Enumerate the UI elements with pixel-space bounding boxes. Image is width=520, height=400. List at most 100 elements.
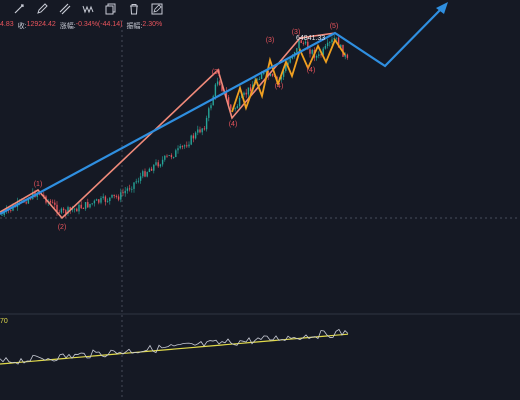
pen-line-icon — [14, 4, 24, 14]
candle-body — [318, 54, 320, 56]
candle-body — [91, 203, 93, 205]
candle-body — [62, 208, 65, 211]
candle-body — [80, 204, 82, 209]
edit-tool-button[interactable] — [150, 2, 164, 16]
candle-body — [186, 145, 188, 147]
wave-tool-button[interactable] — [81, 2, 95, 16]
candle-body — [201, 128, 203, 133]
candle-body — [179, 146, 181, 149]
candle-body — [172, 157, 175, 158]
candle-body — [135, 181, 137, 183]
candle-body — [247, 87, 250, 95]
candle-body — [87, 202, 89, 208]
oscillator-signal-line — [0, 333, 349, 365]
pencil-icon — [37, 3, 48, 14]
candle-body — [320, 54, 322, 56]
wave-icon — [82, 5, 94, 14]
candle-body — [1, 214, 3, 216]
candle-body — [164, 155, 166, 160]
delete-tool-button[interactable] — [127, 2, 141, 16]
candle-body — [67, 207, 69, 214]
candle-body — [300, 40, 302, 43]
candle-body — [322, 48, 324, 56]
candle-body — [100, 197, 102, 203]
candle-body — [340, 44, 342, 48]
candle-body — [296, 48, 298, 53]
candle-body — [192, 135, 195, 139]
candle-body — [115, 195, 118, 197]
candle-body — [238, 97, 241, 107]
wave-label: (1) — [34, 181, 43, 188]
candle-body — [188, 144, 190, 147]
candle-body — [333, 38, 335, 40]
candle-body — [69, 207, 71, 210]
candle-body — [10, 210, 12, 211]
candle-body — [212, 96, 214, 106]
change-value: -0.34%(-44.14) — [75, 21, 123, 28]
candle-body — [153, 164, 155, 171]
oscillator-line — [0, 328, 349, 365]
candle-body — [199, 129, 201, 133]
candle-body — [65, 210, 67, 214]
candle-body — [194, 132, 197, 139]
wave-label: (5) — [330, 23, 339, 30]
candle-body — [3, 211, 5, 215]
close-value: 12924.42 — [26, 21, 56, 28]
candle-body — [214, 84, 217, 97]
projection-arrowhead — [436, 2, 448, 14]
candle-body — [98, 199, 100, 203]
candle-body — [166, 155, 168, 157]
candle-body — [12, 205, 14, 211]
trendline-tool-button[interactable] — [12, 2, 26, 16]
close-label: 收: — [17, 23, 27, 30]
rectangle-tool-button[interactable] — [58, 2, 72, 16]
candle-body — [155, 162, 157, 165]
candle-body — [280, 76, 283, 80]
trash-icon — [130, 4, 138, 15]
candle-body — [219, 81, 221, 86]
candle-body — [142, 171, 144, 177]
candle-body — [282, 71, 285, 77]
candle-body — [267, 70, 269, 77]
candle-body — [243, 92, 245, 95]
candle-body — [106, 201, 109, 202]
candle-body — [150, 168, 153, 171]
candle-body — [335, 37, 338, 39]
candle-body — [326, 42, 329, 47]
candle-body — [197, 129, 199, 133]
copy-tool-button[interactable] — [104, 2, 118, 16]
candle-body — [27, 198, 30, 204]
candle-body — [249, 87, 252, 92]
candle-body — [120, 192, 122, 200]
candle-body — [159, 164, 162, 167]
candle-body — [124, 190, 126, 194]
candle-body — [344, 54, 346, 57]
candle-body — [236, 106, 239, 109]
candle-body — [177, 148, 179, 151]
oscillator-label: 70 — [0, 318, 8, 325]
drawing-toolbar — [0, 0, 520, 18]
candle-body — [29, 198, 32, 200]
candle-body — [331, 39, 333, 43]
candle-body — [329, 42, 331, 43]
candle-body — [157, 162, 159, 167]
change-label: 涨幅: — [59, 23, 76, 30]
candle-body — [78, 204, 80, 212]
copy-icon — [105, 3, 116, 15]
candle-body — [144, 171, 146, 177]
ohlc-legend: 4.83 收: 12924.42 涨幅: -0.34%(-44.14) 振幅: … — [0, 21, 162, 33]
amplitude-label: 振幅: — [126, 23, 143, 30]
candle-body — [234, 108, 236, 110]
candle-body — [82, 208, 85, 209]
candle-body — [208, 108, 210, 118]
candle-body — [25, 202, 27, 204]
candle-body — [309, 49, 311, 54]
elliott-wave-primary — [0, 32, 336, 220]
ray-tool-button[interactable] — [35, 2, 49, 16]
amplitude-value: 2.30% — [142, 21, 163, 28]
candle-body — [225, 91, 228, 98]
candle-body — [60, 208, 63, 213]
wave-label: (4) — [275, 83, 284, 90]
